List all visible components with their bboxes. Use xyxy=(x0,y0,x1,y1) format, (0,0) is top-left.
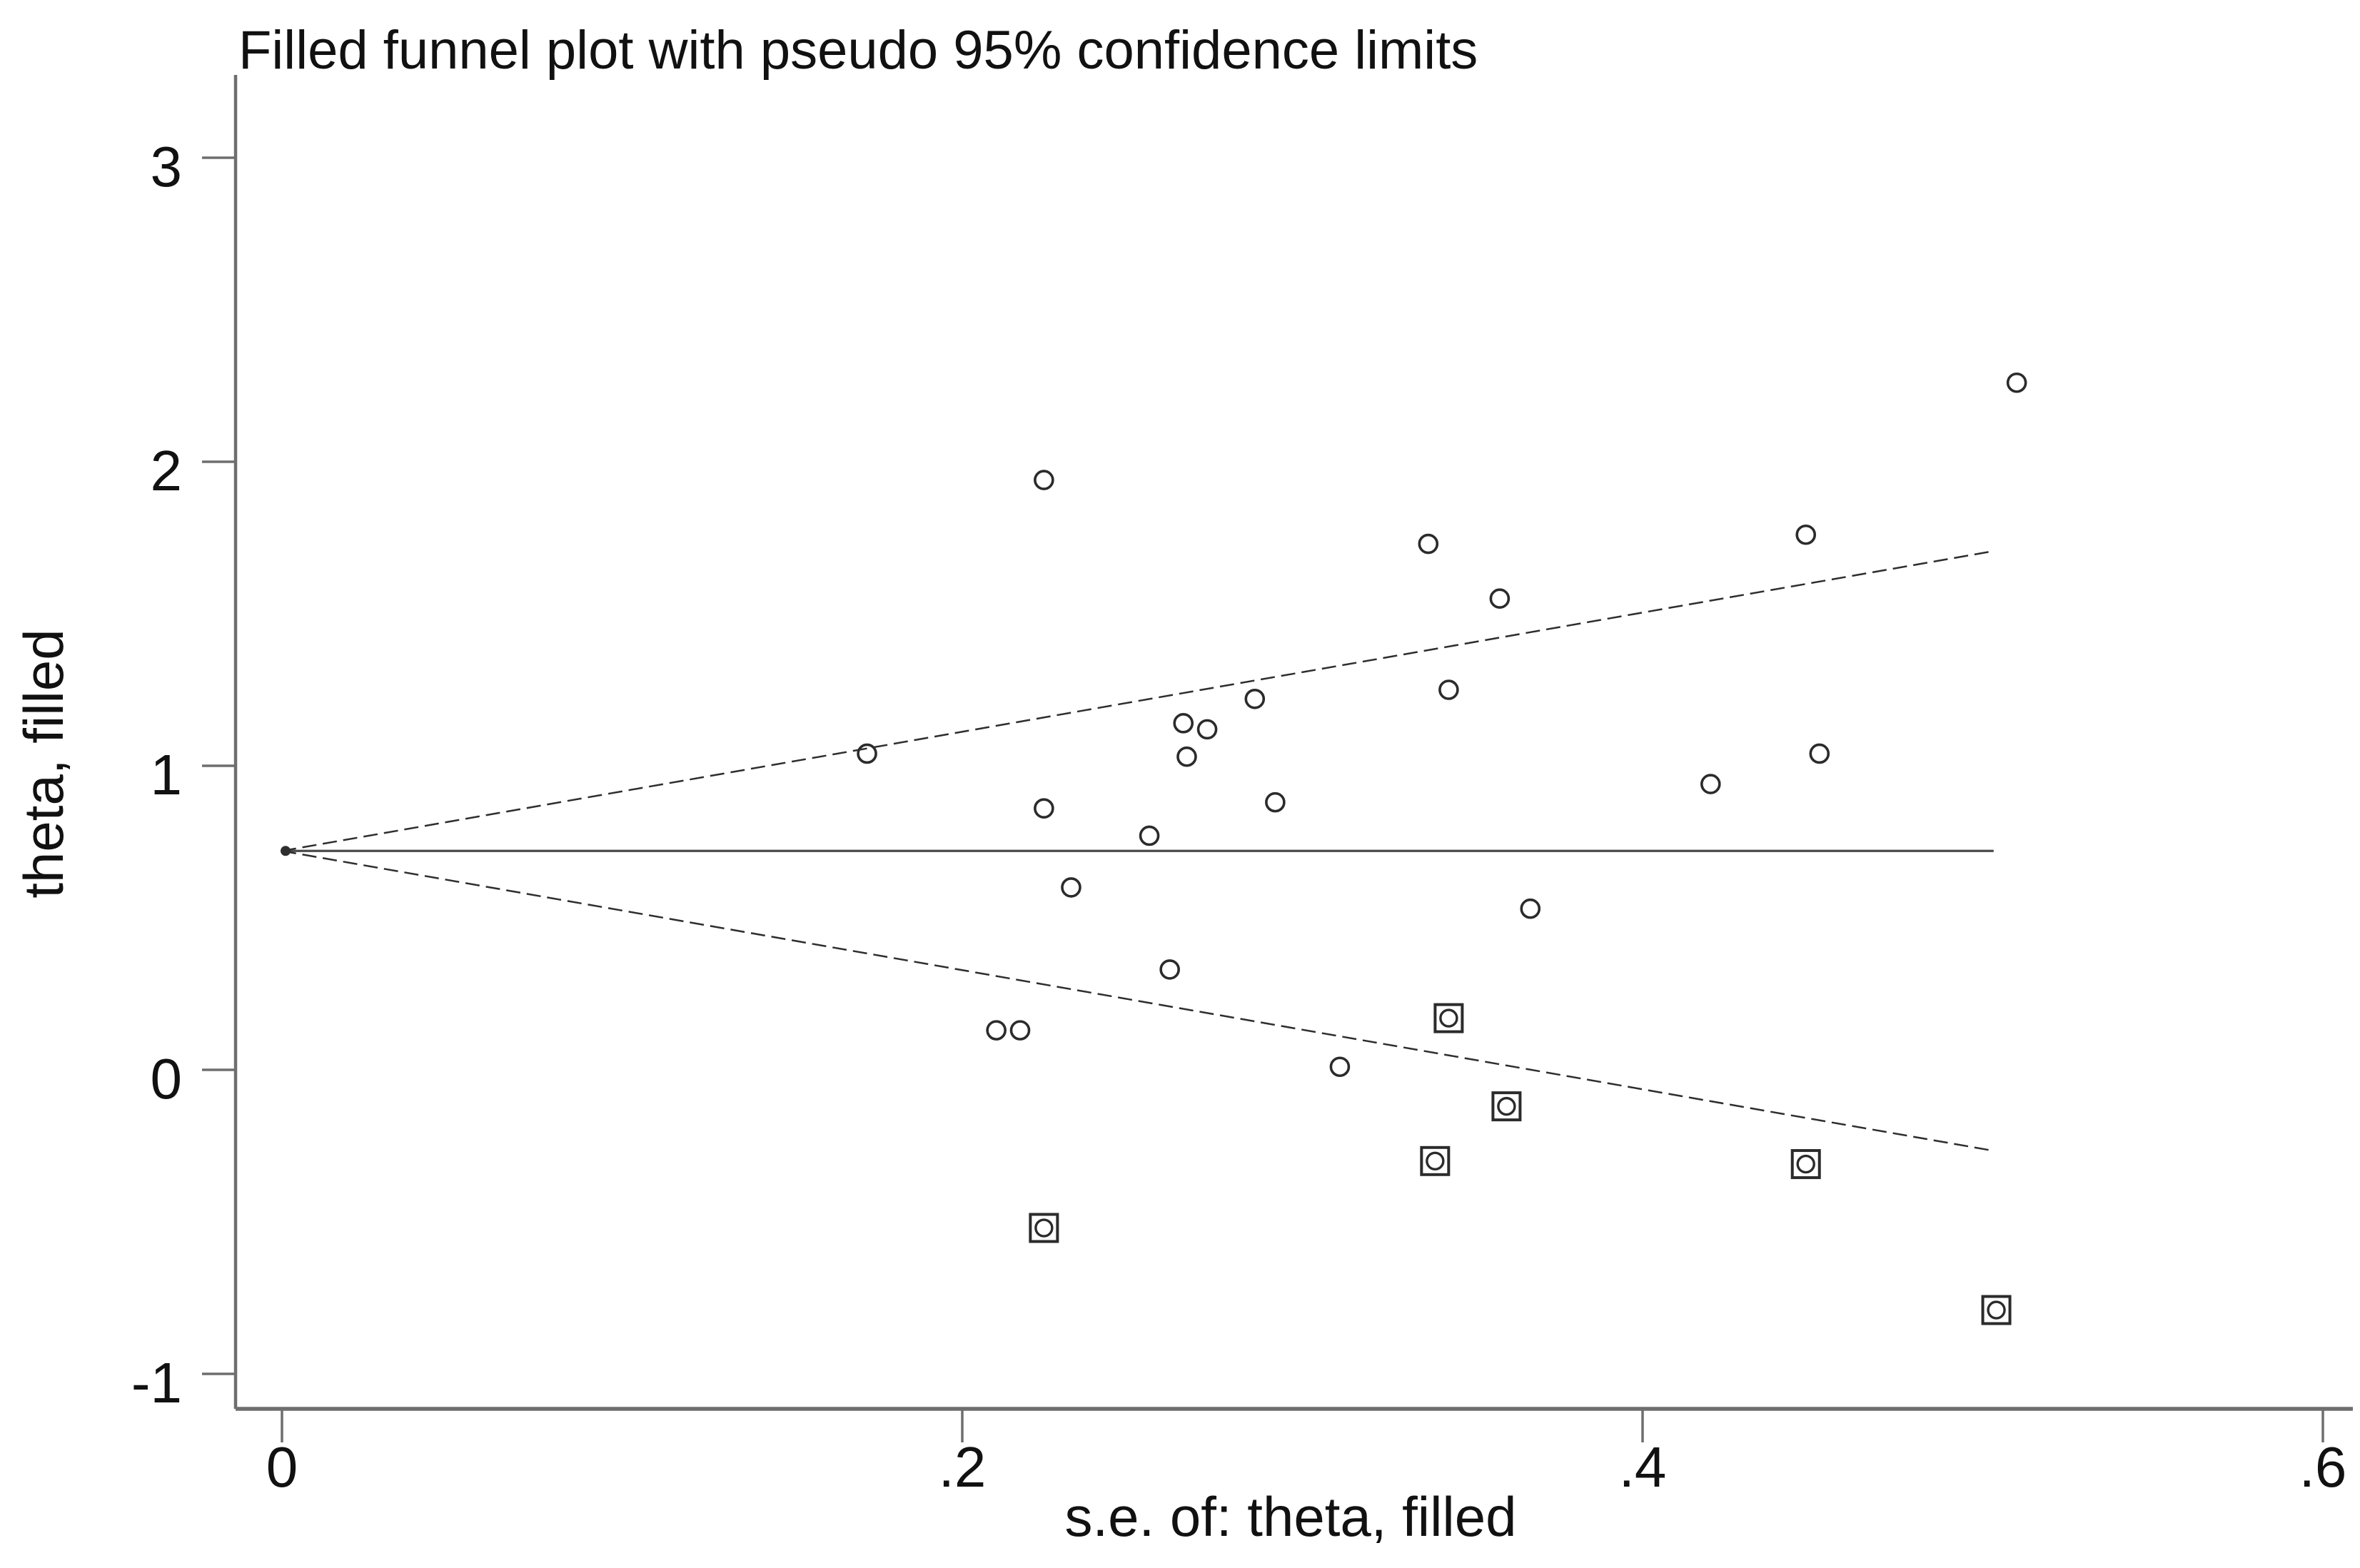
imputed-study-point xyxy=(1796,1154,1815,1174)
y-tick-label: 1 xyxy=(151,743,183,806)
study-point xyxy=(1520,898,1541,919)
y-tick-label: -1 xyxy=(131,1351,182,1415)
study-point xyxy=(1173,713,1194,734)
x-tick-label: .6 xyxy=(2299,1435,2347,1499)
imputed-study-box xyxy=(1790,1149,1821,1180)
x-axis-title: s.e. of: theta, filled xyxy=(1064,1485,1516,1548)
y-tick-label: 2 xyxy=(151,439,183,502)
study-point xyxy=(1700,774,1721,794)
study-point xyxy=(1795,524,1817,545)
lower-confidence-limit-line xyxy=(281,850,1994,1152)
imputed-study-point xyxy=(1426,1151,1445,1171)
imputed-study-box xyxy=(1491,1091,1522,1122)
imputed-study-point xyxy=(1439,1008,1458,1028)
imputed-study-point xyxy=(1497,1096,1516,1116)
observed-points-group xyxy=(857,372,2027,1078)
x-tick-label: .4 xyxy=(1619,1435,1667,1499)
study-point xyxy=(1034,798,1054,819)
study-point xyxy=(1265,791,1286,813)
imputed-study-box xyxy=(1433,1003,1464,1033)
study-point xyxy=(1196,719,1218,740)
study-point xyxy=(2006,372,2027,393)
funnel-vertex xyxy=(281,846,291,856)
study-point xyxy=(1034,470,1054,490)
axes-layer: -1 0 1 2 3 0 .2 .4 .6 xyxy=(131,75,2353,1499)
study-point xyxy=(1418,533,1439,555)
x-tick-label: .2 xyxy=(939,1435,987,1499)
study-point xyxy=(1159,959,1180,980)
study-point xyxy=(1329,1056,1351,1078)
funnel-lines-layer xyxy=(281,550,1994,1152)
study-point xyxy=(1139,825,1160,846)
study-point xyxy=(1809,743,1830,764)
study-point xyxy=(1489,588,1511,610)
data-points-layer xyxy=(857,372,2027,1325)
upper-confidence-limit-line xyxy=(281,550,1994,852)
y-tick-label: 3 xyxy=(151,135,183,198)
study-point xyxy=(1009,1020,1031,1041)
imputed-study-box xyxy=(1981,1295,2012,1325)
study-point xyxy=(1176,746,1197,767)
y-axis-title: theta, filled xyxy=(12,629,75,898)
chart-title: Filled funnel plot with pseudo 95% confi… xyxy=(238,20,1478,81)
imputed-study-point xyxy=(1034,1218,1054,1238)
study-point xyxy=(857,743,877,764)
imputed-study-point xyxy=(1987,1300,2006,1320)
y-tick-label: 0 xyxy=(151,1047,183,1111)
imputed-study-box xyxy=(1029,1213,1059,1243)
imputed-points-group xyxy=(1029,1003,2012,1325)
study-point xyxy=(1244,688,1266,709)
study-point xyxy=(986,1020,1007,1041)
x-tick-label: 0 xyxy=(266,1435,298,1499)
study-point xyxy=(1061,877,1081,898)
imputed-study-box xyxy=(1420,1145,1451,1176)
study-point xyxy=(1438,679,1459,700)
